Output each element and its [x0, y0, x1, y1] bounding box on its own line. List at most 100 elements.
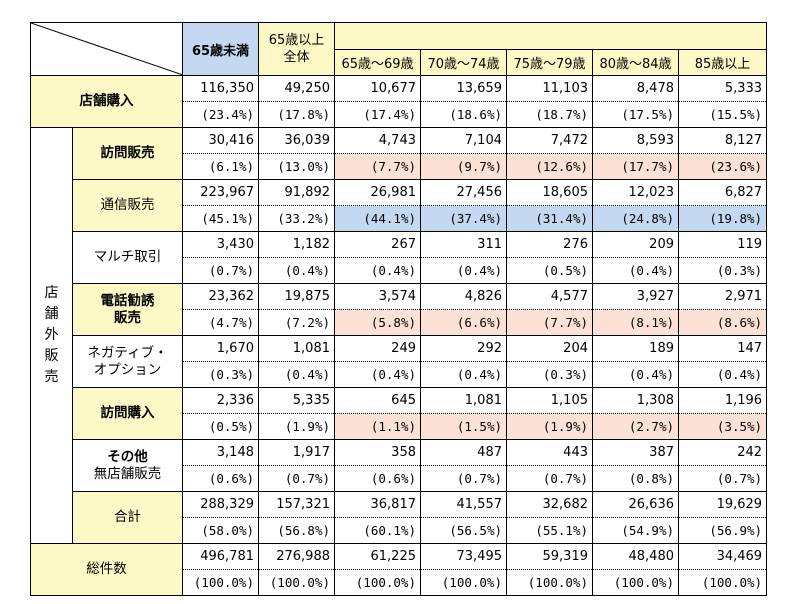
cell-count: 1,196	[677, 387, 768, 414]
cell-percentage: (31.4%)	[506, 205, 593, 232]
cell-count: 48,480	[592, 543, 679, 570]
header-age-70-74: 70歳～74歳	[420, 48, 507, 76]
cell-percentage: (0.8%)	[592, 465, 679, 492]
cell-percentage: (37.4%)	[420, 205, 507, 232]
cell-count: 3,574	[334, 283, 421, 310]
row-label-other-line2: 無店舗販売	[93, 465, 162, 482]
cell-count: 1,670	[182, 335, 259, 362]
header-age-85-plus: 85歳以上	[677, 48, 768, 76]
row-multi-percentages: (0.7%) (0.4%) (0.4%) (0.4%) (0.5%) (0.4%) (0.3…	[31, 257, 768, 284]
side-label-char: 売	[44, 369, 59, 385]
cell-count: 6,827	[677, 179, 768, 206]
cell-percentage: (100.0%)	[506, 569, 593, 596]
header-over-65-line1: 65歳以上	[268, 33, 325, 48]
cell-count: 4,826	[420, 283, 507, 310]
cell-count: 2,971	[677, 283, 768, 310]
header-row-1: 65歳未満 65歳以上 全体	[30, 22, 768, 76]
side-label-char: 店	[44, 285, 59, 301]
row-subtotal-counts: 合計 288,329 157,321 36,817 41,557 32,682 26,636…	[31, 491, 768, 544]
cell-count: 19,629	[677, 491, 768, 518]
cell-percentage: (1.1%)	[334, 413, 421, 440]
cell-percentage: (0.4%)	[258, 257, 335, 284]
cell-percentage: (4.7%)	[182, 309, 259, 336]
row-visit_purchase-percentages: (0.5%) (1.9%) (1.1%) (1.5%) (1.9%) (2.7%) (3.5…	[31, 413, 768, 440]
cell-percentage: (8.6%)	[677, 309, 768, 336]
cell-count: 242	[677, 439, 768, 466]
consultation-table: 65歳未満 65歳以上 全体 65歳～69歳 70歳～74歳 75歳～79歳 8…	[30, 22, 768, 596]
cell-percentage: (0.7%)	[258, 465, 335, 492]
cell-percentage: (5.8%)	[334, 309, 421, 336]
row-other-counts: その他 無店舗販売 3,148 1,917 358 487 443 387 242	[31, 439, 768, 492]
cell-percentage: (0.7%)	[677, 465, 768, 492]
cell-count: 147	[677, 335, 768, 362]
row-other-percentages: (0.6%) (0.7%) (0.6%) (0.7%) (0.7%) (0.8%) (0.7…	[31, 465, 768, 492]
cell-count: 73,495	[420, 543, 507, 570]
cell-percentage: (7.7%)	[334, 153, 421, 180]
cell-percentage: (18.7%)	[506, 101, 593, 128]
cell-percentage: (0.4%)	[592, 257, 679, 284]
row-label-multi-line1: マルチ取引	[93, 249, 162, 265]
cell-percentage: (0.4%)	[420, 257, 507, 284]
cell-percentage: (56.9%)	[677, 517, 768, 544]
cell-percentage: (17.4%)	[334, 101, 421, 128]
cell-count: 3,430	[182, 231, 259, 258]
cell-percentage: (0.5%)	[506, 257, 593, 284]
cell-count: 223,967	[182, 179, 259, 206]
cell-count: 36,817	[334, 491, 421, 518]
row-label-subtotal: 合計	[72, 491, 183, 544]
row-label-phone-line2: 販売	[114, 309, 141, 326]
cell-count: 189	[592, 335, 679, 362]
cell-count: 7,104	[420, 127, 507, 154]
cell-percentage: (9.7%)	[420, 153, 507, 180]
row-total-percentages: (100.0%) (100.0%) (100.0%) (100.0%) (100.0%)…	[31, 569, 768, 596]
row-label-total-line1: 総件数	[86, 561, 127, 577]
row-subtotal-percentages: (58.0%) (56.8%) (60.1%) (56.5%) (55.1%) (54.9…	[31, 517, 768, 544]
cell-count: 116,350	[182, 75, 259, 102]
cell-count: 276,988	[258, 543, 335, 570]
row-total-counts: 総件数 496,781 276,988 61,225 73,495 59,319 48,48…	[30, 543, 768, 596]
cell-count: 311	[420, 231, 507, 258]
row-label-negative: ネガティブ・ オプション	[72, 335, 183, 388]
cell-count: 11,103	[506, 75, 593, 102]
cell-percentage: (15.5%)	[677, 101, 768, 128]
row-phone-percentages: (4.7%) (7.2%) (5.8%) (6.6%) (7.7%) (8.1%) (8.6…	[31, 309, 768, 336]
cell-percentage: (0.4%)	[334, 257, 421, 284]
cell-count: 358	[334, 439, 421, 466]
row-label-phone: 電話勧誘 販売	[72, 283, 183, 336]
cell-count: 1,105	[506, 387, 593, 414]
cell-count: 7,472	[506, 127, 593, 154]
cell-percentage: (13.0%)	[258, 153, 335, 180]
cell-count: 2,336	[182, 387, 259, 414]
cell-percentage: (0.7%)	[182, 257, 259, 284]
cell-count: 1,081	[420, 387, 507, 414]
cell-percentage: (100.0%)	[677, 569, 768, 596]
cell-percentage: (0.7%)	[420, 465, 507, 492]
cell-percentage: (1.9%)	[258, 413, 335, 440]
cell-percentage: (44.1%)	[334, 205, 421, 232]
row-visit_purchase-counts: 訪問購入 2,336 5,335 645 1,081 1,105 1,308 1,196	[31, 387, 768, 440]
cell-count: 30,416	[182, 127, 259, 154]
cell-percentage: (6.1%)	[182, 153, 259, 180]
cell-count: 13,659	[420, 75, 507, 102]
cell-percentage: (24.8%)	[592, 205, 679, 232]
cell-count: 1,917	[258, 439, 335, 466]
row-visit_sales-counts: 店舗外販売訪問販売 30,416 36,039 4,743 7,104 7,472 8,59…	[30, 127, 768, 544]
cell-count: 8,593	[592, 127, 679, 154]
cell-percentage: (1.9%)	[506, 413, 593, 440]
header-over-65: 65歳以上 全体	[258, 22, 335, 76]
cell-percentage: (54.9%)	[592, 517, 679, 544]
cell-percentage: (0.5%)	[182, 413, 259, 440]
row-visit_sales-percentages: (6.1%) (13.0%) (7.7%) (9.7%) (12.6%) (17.7%)(…	[31, 153, 768, 180]
header-age-80-84: 80歳～84歳	[592, 48, 679, 76]
cell-percentage: (0.3%)	[506, 361, 593, 388]
cell-count: 443	[506, 439, 593, 466]
cell-count: 91,892	[258, 179, 335, 206]
diagonal-line	[31, 23, 182, 75]
cell-count: 204	[506, 335, 593, 362]
cell-percentage: (100.0%)	[420, 569, 507, 596]
cell-count: 41,557	[420, 491, 507, 518]
row-negative-percentages: (0.3%) (0.4%) (0.4%) (0.4%) (0.3%) (0.4%) (0.4…	[31, 361, 768, 388]
row-store-percentages: (23.4%) (17.8%) (17.4%) (18.6%) (18.7%) (17.5…	[31, 101, 768, 128]
cell-count: 59,319	[506, 543, 593, 570]
cell-count: 34,469	[677, 543, 768, 570]
